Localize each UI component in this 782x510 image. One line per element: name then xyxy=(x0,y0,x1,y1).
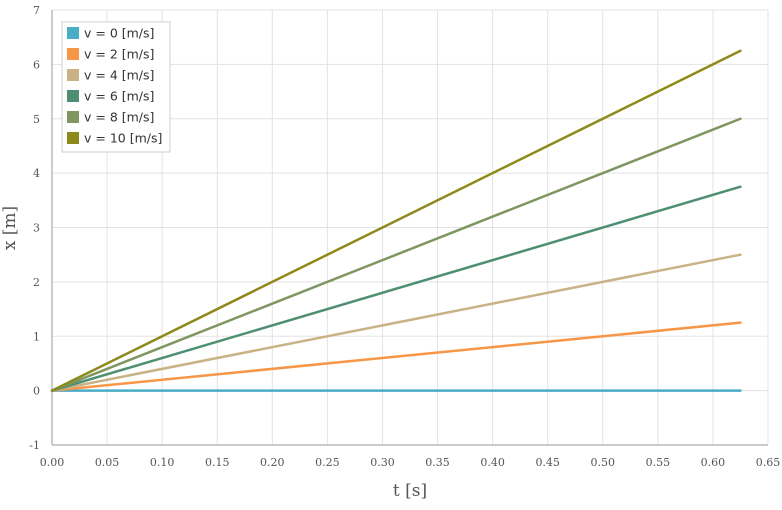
x-tick-label: 0.50 xyxy=(591,456,616,469)
series-line-1 xyxy=(50,321,742,392)
y-tick-label: -1 xyxy=(29,439,40,452)
legend-label: v = 2 [m/s] xyxy=(84,47,154,62)
y-tick-label: 2 xyxy=(33,276,40,289)
legend-label: v = 0 [m/s] xyxy=(84,26,154,41)
tick-labels: -1 0 1 2 3 4 5 6 7 0.00 0.05 0.10 0.15 0.20 0.25 0.30 0.… xyxy=(29,4,780,469)
series-layer xyxy=(50,49,742,392)
x-tick-label: 0.45 xyxy=(535,456,560,469)
legend-swatch xyxy=(67,69,79,81)
legend-swatch xyxy=(67,48,79,60)
x-tick-label: 0.10 xyxy=(150,456,175,469)
x-tick-label: 0.35 xyxy=(425,456,450,469)
legend-label: v = 6 [m/s] xyxy=(84,89,154,104)
x-tick-label: 0.00 xyxy=(40,456,65,469)
legend-label: v = 4 [m/s] xyxy=(84,68,154,83)
legend-label: v = 10 [m/s] xyxy=(84,131,162,146)
series-line-4 xyxy=(50,117,742,392)
x-tick-label: 0.65 xyxy=(756,456,781,469)
x-axis-label: t [s] xyxy=(393,481,427,501)
legend-label: v = 8 [m/s] xyxy=(84,110,154,125)
y-axis-label: x [m] xyxy=(0,206,20,250)
y-tick-label: 5 xyxy=(33,113,40,126)
y-tick-label: 6 xyxy=(33,58,40,71)
x-tick-label: 0.25 xyxy=(315,456,340,469)
y-tick-label: 4 xyxy=(33,167,40,180)
x-tick-label: 0.30 xyxy=(370,456,395,469)
y-tick-label: 1 xyxy=(33,330,40,343)
series-line-5 xyxy=(50,49,742,392)
y-tick-label: 3 xyxy=(33,222,40,235)
legend-swatch xyxy=(67,111,79,123)
y-tick-label: 7 xyxy=(33,4,40,17)
x-tick-label: 0.40 xyxy=(480,456,505,469)
x-tick-label: 0.60 xyxy=(701,456,726,469)
x-tick-label: 0.20 xyxy=(260,456,285,469)
legend-swatch xyxy=(67,132,79,144)
series-line-3 xyxy=(50,185,742,392)
x-tick-label: 0.55 xyxy=(646,456,671,469)
y-tick-label: 0 xyxy=(33,385,40,398)
x-tick-label: 0.15 xyxy=(205,456,230,469)
legend-swatch xyxy=(67,27,79,39)
legend: v = 0 [m/s] v = 2 [m/s] v = 4 [m/s] v = 6 [… xyxy=(61,21,171,153)
legend-box xyxy=(61,21,171,153)
axes xyxy=(51,10,768,446)
legend-swatch xyxy=(67,90,79,102)
series-line-2 xyxy=(50,253,742,392)
x-tick-label: 0.05 xyxy=(95,456,120,469)
